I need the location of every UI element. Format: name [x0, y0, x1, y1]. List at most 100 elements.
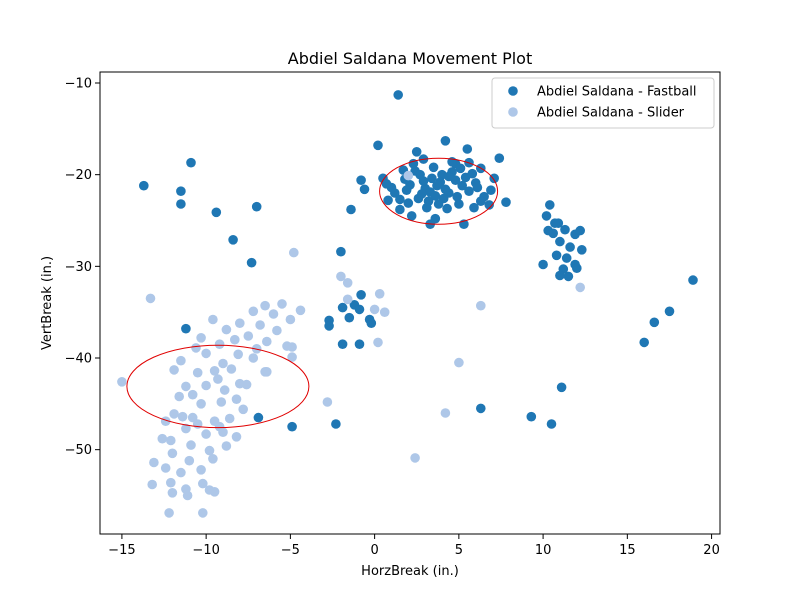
plot-frame	[99, 71, 721, 535]
data-point	[201, 348, 211, 359]
data-point	[169, 365, 179, 375]
data-point	[565, 242, 575, 252]
data-point	[555, 270, 565, 281]
data-point	[546, 419, 557, 429]
data-point	[438, 193, 449, 204]
data-point	[401, 185, 412, 195]
data-point	[550, 218, 560, 228]
data-point	[117, 377, 127, 387]
data-point	[366, 318, 377, 329]
data-point	[166, 477, 176, 488]
data-point	[410, 453, 420, 463]
data-point	[472, 182, 483, 193]
data-point	[191, 343, 201, 353]
cluster-ellipse	[379, 157, 499, 225]
data-point	[422, 202, 432, 213]
data-point	[214, 339, 225, 350]
data-point	[538, 259, 548, 270]
data-point	[403, 170, 414, 181]
data-point	[457, 180, 468, 191]
data-point	[464, 186, 474, 196]
data-point	[231, 394, 242, 405]
data-point	[221, 441, 232, 451]
data-point	[253, 412, 264, 423]
data-point	[556, 382, 567, 393]
data-point	[248, 306, 259, 317]
data-point	[157, 433, 168, 444]
data-point	[277, 299, 287, 309]
x-tick-label: 5	[455, 543, 463, 558]
data-point	[484, 200, 495, 210]
data-point	[167, 448, 178, 459]
data-point	[196, 465, 206, 475]
data-point	[322, 397, 333, 407]
data-point	[337, 339, 348, 350]
data-point	[395, 194, 405, 205]
data-point	[287, 342, 297, 352]
data-point	[455, 163, 466, 174]
data-point	[381, 179, 392, 189]
data-point	[182, 490, 193, 501]
data-point	[428, 162, 439, 173]
x-axis-label: HorzBreak (in.)	[361, 564, 459, 579]
data-point	[218, 358, 228, 369]
data-point	[454, 357, 464, 368]
data-point	[639, 337, 649, 348]
data-point	[186, 440, 196, 450]
data-point	[149, 457, 159, 468]
data-point	[176, 199, 186, 209]
data-point	[246, 257, 257, 268]
data-point	[174, 391, 184, 402]
data-point	[167, 488, 178, 498]
data-point	[231, 432, 242, 442]
data-point	[356, 290, 366, 300]
data-point	[201, 429, 211, 439]
data-point	[560, 224, 570, 235]
plot-area	[117, 90, 698, 518]
data-point	[213, 374, 223, 384]
data-point	[268, 309, 279, 319]
legend-label: Abdiel Saldana - Fastball	[537, 85, 697, 100]
series-slider	[117, 170, 585, 518]
data-point	[383, 195, 393, 206]
data-point	[324, 321, 334, 331]
data-point	[181, 323, 191, 334]
data-point	[440, 184, 451, 195]
data-point	[243, 331, 254, 341]
data-point	[373, 337, 383, 348]
legend-marker	[508, 107, 518, 117]
data-point	[176, 186, 186, 196]
data-point	[198, 478, 208, 489]
data-point	[176, 355, 186, 366]
data-point	[139, 180, 149, 191]
x-tick-label: 20	[703, 543, 720, 558]
data-point	[432, 180, 442, 191]
data-point	[224, 413, 235, 424]
data-point	[187, 389, 198, 400]
data-point	[555, 236, 565, 247]
legend-label: Abdiel Saldana - Slider	[537, 106, 685, 121]
data-point	[181, 381, 191, 392]
data-point	[440, 408, 451, 418]
data-point	[408, 158, 419, 169]
y-tick-label: −40	[65, 352, 92, 367]
data-point	[469, 202, 479, 213]
data-point	[417, 189, 427, 199]
y-axis-label: VertBreak (in.)	[40, 256, 55, 350]
data-point	[331, 419, 341, 429]
data-point	[379, 307, 390, 318]
data-point	[373, 140, 383, 151]
data-point	[166, 435, 176, 446]
data-point	[415, 169, 425, 180]
data-point	[545, 200, 555, 210]
data-point	[260, 300, 270, 311]
data-point	[354, 304, 365, 315]
legend-box	[491, 77, 715, 129]
data-point	[395, 204, 405, 215]
data-point	[209, 366, 220, 376]
data-point	[204, 485, 215, 495]
data-point	[442, 203, 452, 214]
data-point	[354, 339, 365, 350]
cluster-ellipse	[126, 344, 310, 429]
data-point	[346, 204, 356, 215]
